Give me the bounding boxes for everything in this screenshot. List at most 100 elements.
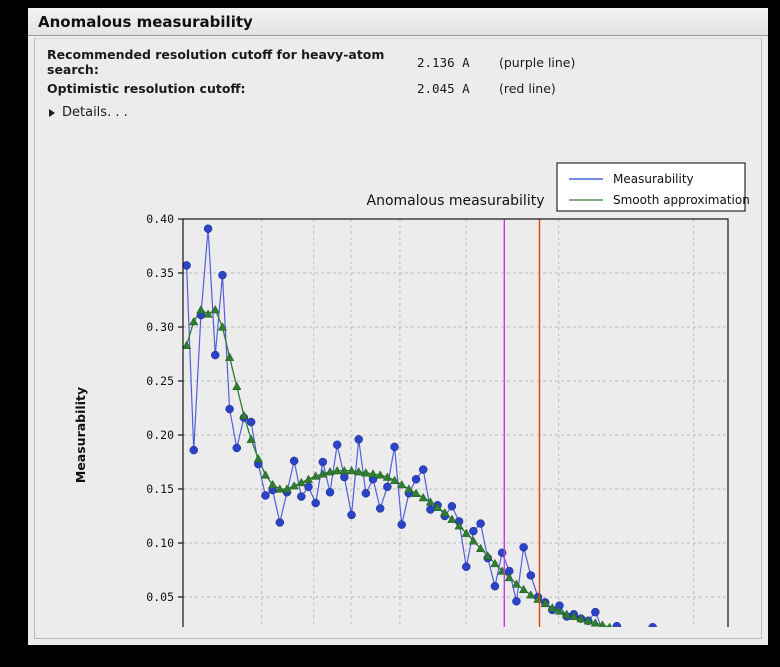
measurability-point xyxy=(182,261,191,270)
optimistic-cutoff-value: 2.045 A xyxy=(417,80,470,96)
smooth-approximation-point xyxy=(332,465,342,475)
chart-svg: Anomalous measurability0.000.050.100.150… xyxy=(73,162,749,627)
measurability-point xyxy=(490,581,500,591)
smooth-approximation-point xyxy=(569,611,579,621)
recommended-cutoff-label: Recommended resolution cutoff for heavy-… xyxy=(47,47,385,77)
smooth-approximation-point xyxy=(554,606,565,615)
smooth-approximation-point xyxy=(468,536,479,545)
chart-title: Anomalous measurability xyxy=(367,193,545,209)
optimistic-cutoff-note: (red line) xyxy=(499,80,556,96)
smooth-approximation-point xyxy=(440,508,450,517)
chevron-right-icon xyxy=(49,108,55,117)
measurability-point xyxy=(375,504,385,513)
measurability-point xyxy=(447,502,457,511)
measurability-point xyxy=(218,270,227,280)
measurability-point xyxy=(304,482,313,492)
measurability-point xyxy=(354,435,363,444)
smooth-approximation-point xyxy=(382,472,392,481)
recommended-cutoff-note: (purple line) xyxy=(499,54,576,70)
smooth-approximation-point xyxy=(224,352,235,361)
measurability-point xyxy=(397,520,406,529)
measurability-point xyxy=(311,498,320,508)
measurability-point xyxy=(612,621,622,627)
smooth-approximation-point xyxy=(504,572,514,582)
smooth-approximation-point xyxy=(411,488,421,497)
measurability-point xyxy=(275,518,285,527)
measurability-point xyxy=(476,519,485,528)
smooth-approximation-point xyxy=(239,410,249,420)
smooth-approximation-point xyxy=(368,469,378,478)
measurability-point xyxy=(246,417,256,427)
smooth-approximation-point xyxy=(526,590,536,599)
smooth-approximation-point xyxy=(268,479,278,489)
y-tick-label: 0.10 xyxy=(146,536,174,550)
y-tick-label: 0.30 xyxy=(146,320,174,334)
details-disclosure[interactable]: Details. . . xyxy=(49,105,128,120)
smooth-approximation-point xyxy=(432,502,443,511)
smooth-approximation-point xyxy=(576,613,586,623)
measurability-point xyxy=(347,510,356,520)
smooth-approximation-point xyxy=(354,467,364,476)
measurability-point xyxy=(526,571,536,580)
info-row: Recommended resolution cutoff for heavy-… xyxy=(47,47,747,77)
legend-label: Measurability xyxy=(613,172,694,186)
smooth-approximation-point xyxy=(447,514,457,523)
measurability-point xyxy=(340,472,349,482)
smooth-approximation-point xyxy=(318,469,328,478)
measurability-point xyxy=(332,440,342,449)
plot-frame xyxy=(182,218,729,627)
measurability-point xyxy=(203,224,213,233)
y-tick-label: 0.20 xyxy=(146,428,174,442)
smooth-approximation-point xyxy=(361,468,371,477)
measurability-point xyxy=(232,443,242,453)
measurability-point xyxy=(469,526,478,536)
measurability-point xyxy=(648,622,657,627)
measurability-point xyxy=(426,505,435,514)
smooth-approximation-point xyxy=(311,471,321,480)
smooth-approximation-point xyxy=(547,603,557,612)
measurability-point xyxy=(390,442,399,452)
window-title: Anomalous measurability xyxy=(28,8,768,36)
measurability-point xyxy=(289,456,299,466)
smooth-approximation-point xyxy=(346,465,357,475)
smooth-approximation-point xyxy=(325,467,335,476)
measurability-point xyxy=(318,457,328,467)
y-axis-title: Measurability xyxy=(73,387,88,483)
measurability-point xyxy=(512,597,521,606)
measurability-point xyxy=(261,491,270,500)
measurability-point xyxy=(418,465,428,474)
smooth-approximation-point xyxy=(181,340,192,349)
smooth-approximation-point xyxy=(615,624,619,627)
measurability-point xyxy=(383,482,392,492)
content-panel: Recommended resolution cutoff for heavy-… xyxy=(34,38,762,639)
measurability-point xyxy=(189,445,199,455)
measurability-point xyxy=(325,487,335,497)
measurability-point xyxy=(411,475,421,484)
y-tick-label: 0.25 xyxy=(146,374,174,388)
smooth-approximation-point xyxy=(490,558,500,568)
details-label: Details. . . xyxy=(62,105,128,120)
legend-label: Smooth approximation xyxy=(613,193,749,207)
smooth-approximation-point xyxy=(511,579,522,588)
y-tick-label: 0.40 xyxy=(146,212,174,226)
measurability-point xyxy=(462,562,471,572)
smooth-approximation-point xyxy=(303,474,314,483)
smooth-approximation-point xyxy=(607,622,613,627)
measurability-point xyxy=(361,489,371,498)
measurability-point xyxy=(591,607,600,617)
measurability-point xyxy=(211,350,220,360)
y-tick-label: 0.05 xyxy=(146,590,174,604)
smooth-approximation-point xyxy=(397,479,407,489)
smooth-approximation-point xyxy=(296,477,306,487)
smooth-approximation-point xyxy=(562,609,572,618)
smooth-approximation-point xyxy=(454,521,464,530)
smooth-approximation-point xyxy=(339,465,349,475)
y-tick-label: 0.35 xyxy=(146,266,174,280)
smooth-approximation-point xyxy=(203,309,213,318)
smooth-approximation-point xyxy=(540,598,550,608)
info-row: Optimistic resolution cutoff: 2.045 A (r… xyxy=(47,75,747,101)
smooth-approximation-point xyxy=(404,484,414,493)
smooth-approximation-point xyxy=(260,470,271,479)
smooth-approximation-point xyxy=(246,434,256,443)
smooth-approximation-point xyxy=(196,305,206,314)
